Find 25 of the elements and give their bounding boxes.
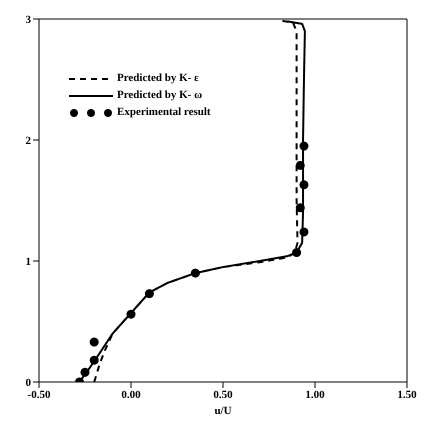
point <box>90 338 99 347</box>
point <box>90 356 99 365</box>
x-axis-title: u/U <box>214 405 232 417</box>
x-tick-label: -0.50 <box>28 388 51 401</box>
point <box>296 203 305 212</box>
point <box>296 160 305 170</box>
point <box>299 227 308 236</box>
x-tick-label: 1.00 <box>305 388 326 401</box>
point <box>190 268 200 278</box>
x-tick-label: 0.00 <box>121 388 142 401</box>
legend-label: Experimental result <box>117 105 211 120</box>
y-tick-label: 2 <box>26 134 32 147</box>
x-tick-label: 1.50 <box>397 388 418 401</box>
point <box>144 289 154 298</box>
y-tick-label: 1 <box>26 256 31 268</box>
y-tick-label: 3 <box>26 14 32 26</box>
legend-label: Predicted by K- ω <box>117 88 202 103</box>
point <box>292 248 302 258</box>
x-tick-label: 0.50 <box>213 388 234 401</box>
point <box>299 142 308 151</box>
point <box>299 180 308 190</box>
y-tick-label: 0 <box>26 376 32 389</box>
point <box>80 368 90 377</box>
point <box>126 310 136 319</box>
legend-label: Predicted by K- ε <box>117 71 199 86</box>
